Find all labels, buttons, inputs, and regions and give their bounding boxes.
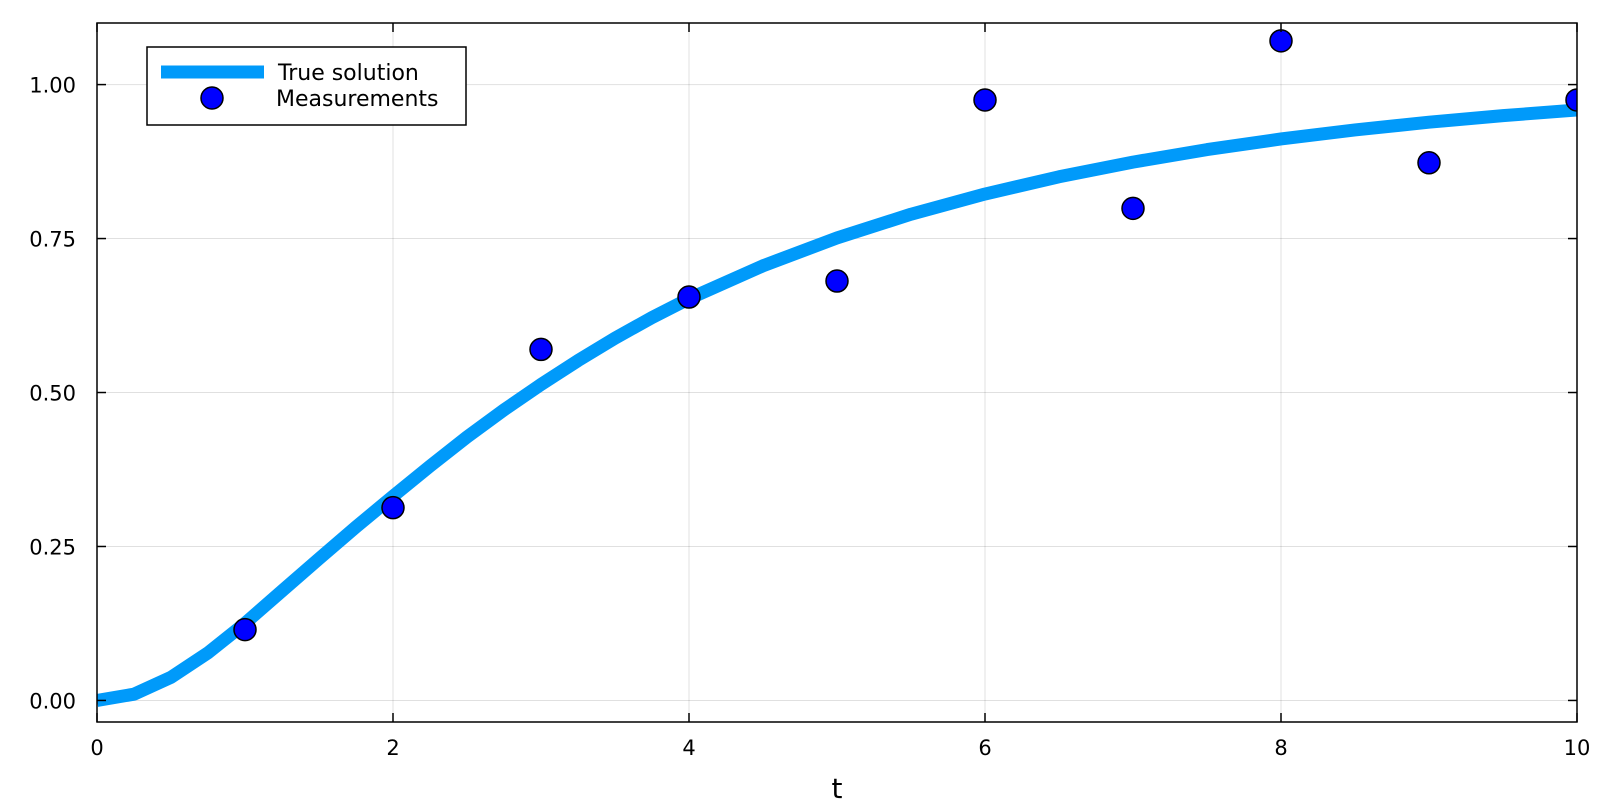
measurement-point (677, 285, 701, 309)
legend-marker-swatch (200, 86, 224, 110)
measurement-point (1121, 196, 1145, 221)
measurement-point (233, 617, 257, 642)
measurement-point (825, 269, 849, 293)
y-tick-label: 1.00 (29, 74, 76, 98)
y-tick-label: 0.00 (29, 689, 76, 713)
x-tick-label: 4 (682, 736, 695, 760)
measurement-point (1417, 151, 1441, 175)
y-tick-label: 0.75 (29, 228, 76, 252)
x-tick-label: 10 (1564, 736, 1591, 760)
legend-label-true-solution: True solution (277, 61, 419, 86)
measurement-point (973, 88, 997, 112)
measurement-point (381, 495, 405, 520)
true-solution-line (97, 103, 1577, 707)
y-tick-label: 0.25 (29, 535, 76, 559)
x-tick-label: 8 (1274, 736, 1287, 760)
legend-label-measurements: Measurements (276, 87, 439, 112)
plot-area (97, 29, 1577, 707)
measurement-point (1565, 88, 1577, 112)
x-tick-label: 0 (90, 736, 103, 760)
ticks (96, 23, 1578, 722)
measurement-point (529, 337, 553, 362)
measurement-point (1269, 29, 1293, 53)
y-tick-label: 0.50 (29, 382, 76, 406)
plot-frame (96, 22, 1578, 723)
x-tick-label: 6 (978, 736, 991, 760)
x-tick-label: 2 (386, 736, 399, 760)
x-axis-title: t (832, 772, 843, 800)
tick-labels: 0 2 4 6 8 10 0.00 0.25 0.50 0.75 1.00 (29, 74, 1590, 760)
plot-series-group (97, 29, 1577, 707)
legend-box (146, 46, 467, 126)
